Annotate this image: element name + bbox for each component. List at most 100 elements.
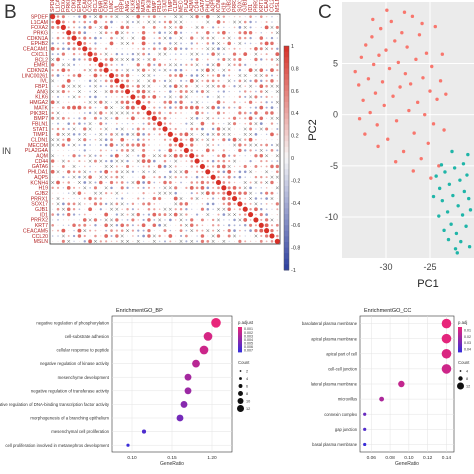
heatmap-cell: [238, 191, 242, 195]
nonsignificant-mark: [120, 213, 124, 217]
heatmap-cell: [212, 214, 214, 216]
heatmap-cell: [142, 165, 145, 168]
heatmap-cell: [56, 74, 60, 77]
nonsignificant-mark: [190, 229, 194, 233]
heatmap-cell: [271, 214, 273, 216]
heatmap-cell: [78, 223, 81, 227]
heatmap-cell: [115, 170, 119, 174]
heatmap-cell: [244, 122, 247, 125]
heatmap-cell: [142, 218, 145, 222]
nonsignificant-mark: [72, 95, 76, 99]
heatmap-cell: [121, 48, 123, 50]
heatmap-cell: [110, 96, 113, 98]
heatmap-cell: [148, 47, 150, 50]
nonsignificant-mark: [120, 239, 124, 243]
heatmap-cell: [265, 15, 268, 18]
heatmap-cell: [185, 101, 187, 103]
heatmap-cell: [239, 128, 241, 130]
pca-point: [393, 39, 397, 43]
heatmap-cell: [163, 79, 167, 83]
nonsignificant-mark: [275, 100, 279, 104]
heatmap-cell: [233, 229, 236, 232]
heatmap-cell: [260, 171, 262, 173]
nonsignificant-mark: [211, 234, 215, 238]
heatmap-cell: [260, 64, 262, 66]
row-gene-label: FOXA2: [31, 25, 48, 31]
heatmap-cell: [216, 73, 221, 78]
heatmap-cell: [110, 36, 113, 40]
heatmap-cell: [126, 143, 130, 147]
heatmap-cell: [73, 117, 75, 120]
heatmap-cell: [141, 143, 146, 147]
nonsignificant-mark: [136, 79, 140, 83]
heatmap-cell: [179, 25, 183, 30]
heatmap-cell: [100, 214, 102, 216]
heatmap-cell: [254, 154, 258, 158]
heatmap-cell: [88, 106, 92, 109]
heatmap-cell: [259, 84, 264, 89]
heatmap-cell: [61, 68, 66, 73]
heatmap-cell: [201, 111, 204, 115]
nonsignificant-mark: [265, 47, 269, 51]
legend-color-title: p.adj: [458, 320, 467, 325]
heatmap-cell: [76, 40, 82, 46]
heatmap-cell: [228, 16, 230, 18]
heatmap-cell: [78, 219, 80, 221]
heatmap-cell: [260, 143, 263, 147]
heatmap-cell: [84, 64, 86, 66]
pca-point: [437, 214, 441, 218]
heatmap-cell: [153, 133, 155, 136]
nonsignificant-mark: [99, 31, 103, 35]
heatmap-cell: [131, 128, 134, 130]
heatmap-cell: [153, 53, 155, 55]
heatmap-cell: [174, 127, 177, 131]
heatmap-cell: [158, 117, 161, 120]
nonsignificant-mark: [227, 127, 231, 131]
heatmap-cell: [52, 219, 54, 221]
heatmap-cell: [99, 170, 103, 174]
heatmap-cell: [180, 149, 183, 152]
legend-color-value: 0.001: [244, 327, 253, 331]
heatmap-cell: [57, 149, 59, 151]
heatmap-cell: [159, 203, 161, 205]
heatmap-cell: [158, 181, 161, 184]
heatmap-cell: [136, 63, 140, 67]
nonsignificant-mark: [179, 20, 183, 24]
nonsignificant-mark: [104, 164, 108, 168]
nonsignificant-mark: [265, 181, 269, 184]
nonsignificant-mark: [254, 202, 258, 206]
heatmap-cell: [276, 181, 278, 183]
pca-point: [415, 100, 420, 105]
heatmap-cell: [173, 212, 178, 217]
heatmap-cell: [142, 234, 145, 238]
heatmap-cell: [276, 37, 278, 39]
heatmap-cell: [232, 122, 237, 126]
heatmap-cell: [200, 186, 205, 190]
heatmap-cell: [94, 138, 97, 141]
heatmap-cell: [147, 159, 151, 163]
heatmap-cell: [179, 207, 183, 211]
legend-color-value: 0.006: [244, 345, 253, 349]
legend-gradient-segment: [238, 348, 242, 351]
heatmap-cell: [126, 159, 129, 163]
heatmap-cell: [141, 89, 146, 94]
nonsignificant-mark: [136, 52, 140, 56]
legend-size-value: 4: [466, 369, 468, 373]
nonsignificant-mark: [136, 159, 140, 163]
heatmap-cell: [89, 32, 91, 34]
colorbar-tick-label: -1: [291, 268, 296, 274]
heatmap-cell: [126, 186, 129, 190]
heatmap-cell: [67, 224, 70, 227]
nonsignificant-mark: [265, 90, 269, 94]
heatmap-cell: [270, 111, 274, 115]
heatmap-cell: [260, 101, 263, 104]
heatmap-cell: [73, 139, 75, 141]
nonsignificant-mark: [126, 68, 130, 72]
heatmap-cell: [62, 80, 64, 82]
heatmap-cell: [238, 148, 242, 153]
heatmap-cell: [207, 235, 209, 237]
enrichment-dot: [441, 333, 452, 344]
heatmap-cell: [276, 107, 278, 109]
heatmap-cell: [132, 187, 134, 189]
pca-point: [456, 204, 460, 208]
